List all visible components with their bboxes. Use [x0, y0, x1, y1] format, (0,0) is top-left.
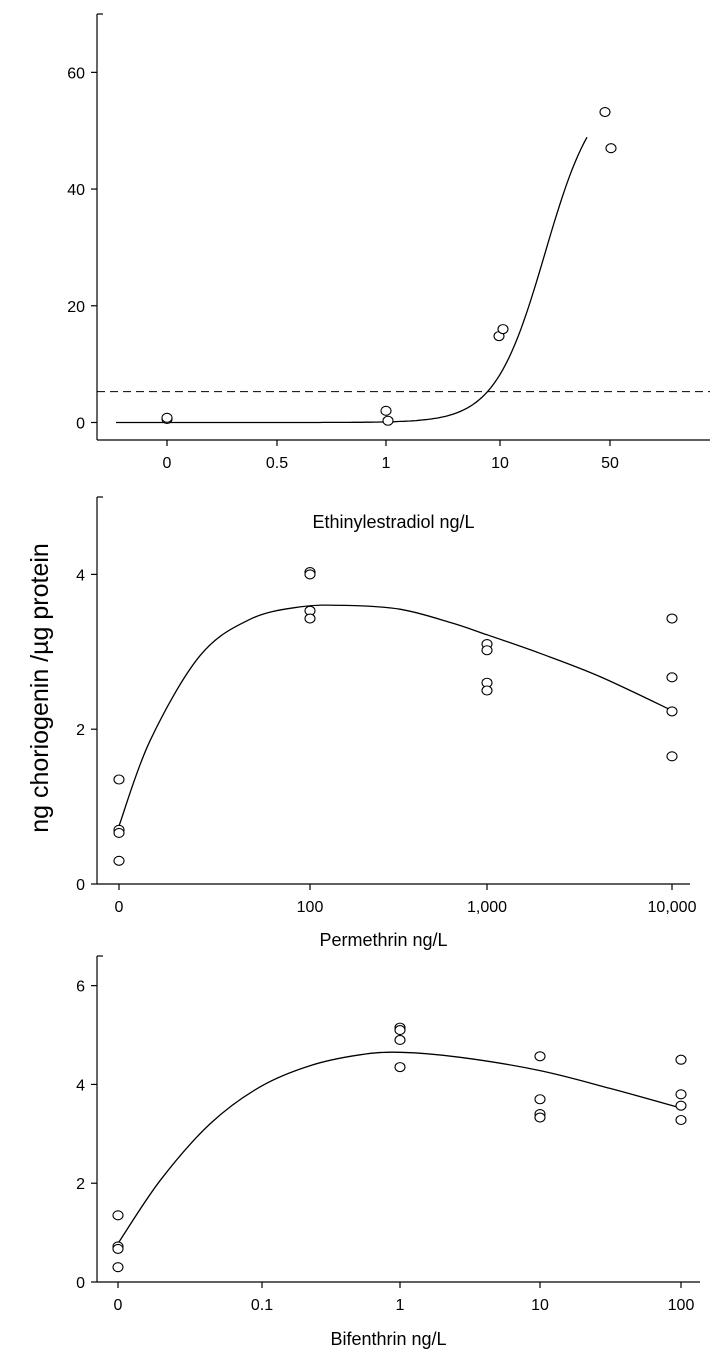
x-axis-title: Ethinylestradiol ng/L [312, 512, 474, 532]
fit-curve [118, 604, 673, 827]
y-tick-label: 4 [76, 567, 85, 584]
data-point [112, 1262, 124, 1273]
x-tick-label: 100 [297, 899, 324, 916]
x-tick-label: 50 [601, 455, 619, 472]
data-point [113, 774, 125, 785]
y-tick-label: 60 [67, 65, 85, 82]
data-point [534, 1112, 546, 1123]
data-point [675, 1114, 687, 1126]
data-point [666, 613, 678, 624]
fit-curve [116, 136, 588, 424]
x-tick-label: 1 [396, 1297, 405, 1314]
x-tick-label: 0 [115, 899, 124, 916]
y-tick-label: 20 [67, 299, 85, 316]
data-point [534, 1051, 546, 1062]
data-point [605, 143, 617, 154]
x-tick-label: 0 [163, 455, 172, 472]
chart-panel-2: 0 2 4 0 100 1,000 10,000 Permethrin ng/L [76, 496, 697, 950]
data-point [382, 415, 394, 426]
x-tick-label: 0 [114, 1297, 123, 1314]
data-point [113, 827, 125, 838]
data-point [112, 1210, 124, 1221]
shared-y-axis-label: ng choriogenin /µg protein [26, 543, 54, 833]
data-point [675, 1054, 687, 1065]
data-point [481, 645, 493, 656]
chart-panel-3: 0 2 4 6 0 0.1 1 10 100 Bifenthrin ng/L [76, 955, 700, 1349]
x-tick-label: 100 [668, 1297, 695, 1314]
x-tick-label: 10 [531, 1297, 549, 1314]
x-tick-label: 0.1 [251, 1297, 273, 1314]
y-tick-label: 0 [76, 415, 85, 432]
data-point [666, 672, 678, 683]
data-point [380, 405, 392, 416]
data-point [304, 613, 316, 624]
y-tick-label: 6 [76, 979, 85, 996]
y-tick-label: 2 [76, 1176, 85, 1193]
data-point [675, 1089, 687, 1100]
data-point [497, 324, 509, 335]
data-point [481, 685, 493, 696]
x-tick-label: 10,000 [648, 899, 697, 916]
data-point [113, 855, 125, 866]
x-tick-label: 10 [491, 455, 509, 472]
fit-curve [117, 1051, 682, 1244]
data-point [161, 412, 173, 423]
x-tick-label: 1,000 [467, 899, 507, 916]
data-point [666, 751, 678, 762]
data-point [534, 1094, 546, 1105]
x-axis-title: Permethrin ng/L [319, 930, 447, 950]
y-tick-label: 0 [76, 1275, 85, 1292]
data-point [394, 1034, 406, 1046]
x-tick-label: 0.5 [266, 455, 288, 472]
data-point [666, 706, 678, 717]
data-point [394, 1025, 406, 1036]
data-point [304, 569, 316, 580]
data-point [675, 1100, 687, 1111]
x-axis-title: Bifenthrin ng/L [330, 1329, 446, 1349]
y-tick-label: 2 [76, 722, 85, 739]
y-tick-label: 0 [76, 877, 85, 894]
x-tick-label: 1 [382, 455, 391, 472]
data-point [394, 1062, 406, 1073]
y-tick-label: 40 [67, 182, 85, 199]
y-tick-label: 4 [76, 1077, 85, 1094]
data-point [112, 1243, 124, 1254]
data-point [599, 106, 611, 118]
chart-panel-1: 0 20 40 60 0 0.5 1 10 50 Ethinylestradiol ng/L [67, 13, 710, 532]
